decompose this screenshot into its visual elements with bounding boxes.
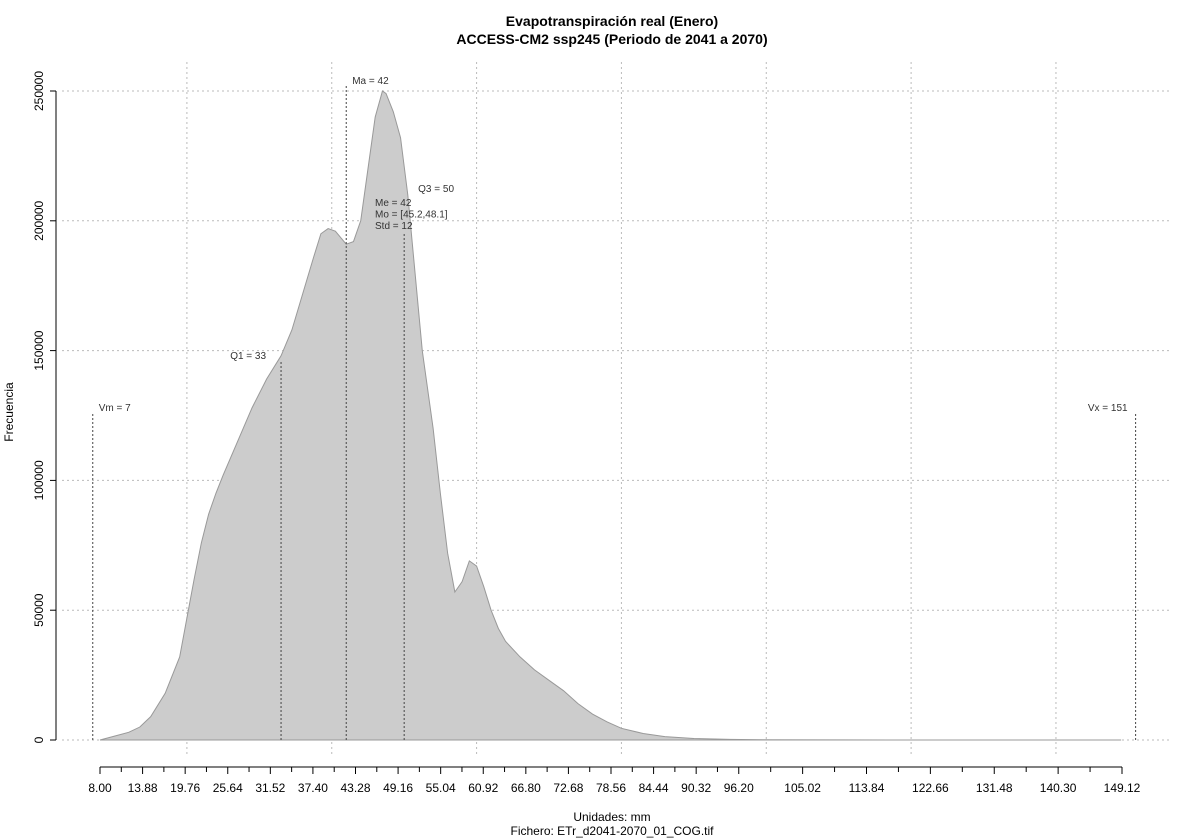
annotation-label: Vx = 151 — [1088, 403, 1128, 414]
x-tick-label: 149.12 — [1104, 781, 1141, 795]
annotation-label: Vm = 7 — [99, 403, 131, 414]
x-tick-label: 140.30 — [1040, 781, 1077, 795]
x-tick-label: 8.00 — [88, 781, 112, 795]
x-tick-label: 43.28 — [340, 781, 370, 795]
x-tick-label: 84.44 — [639, 781, 669, 795]
x-axis-label: Unidades: mm — [573, 810, 650, 824]
x-tick-label: 90.32 — [681, 781, 711, 795]
x-tick-label: 96.20 — [724, 781, 754, 795]
y-axis-label: Frecuencia — [2, 382, 16, 442]
stat-label: Std = 12 — [375, 221, 413, 232]
x-tick-label: 49.16 — [383, 781, 413, 795]
y-tick-label: 150000 — [32, 330, 46, 370]
x-tick-label: 37.40 — [298, 781, 328, 795]
x-tick-label: 31.52 — [255, 781, 285, 795]
x-tick-label: 78.56 — [596, 781, 626, 795]
y-tick-label: 0 — [32, 736, 46, 743]
x-tick-label: 55.04 — [426, 781, 456, 795]
x-tick-label: 19.76 — [170, 781, 200, 795]
caption: Fichero: ETr_d2041-2070_01_COG.tif — [511, 824, 715, 838]
x-tick-label: 25.64 — [213, 781, 243, 795]
x-tick-label: 60.92 — [468, 781, 498, 795]
chart-title: Evapotranspiración real (Enero) — [506, 13, 718, 29]
x-tick-label: 131.48 — [976, 781, 1013, 795]
y-tick-label: 200000 — [32, 200, 46, 240]
annotation-label: Q1 = 33 — [230, 351, 266, 362]
density-area — [99, 90, 1122, 741]
x-tick-label: 72.68 — [553, 781, 583, 795]
y-tick-label: 100000 — [32, 460, 46, 500]
annotation-label: Q3 = 50 — [418, 184, 454, 195]
x-tick-label: 66.80 — [511, 781, 541, 795]
x-tick-label: 13.88 — [128, 781, 158, 795]
y-tick-label: 50000 — [32, 593, 46, 627]
x-tick-label: 105.02 — [784, 781, 821, 795]
chart-subtitle: ACCESS-CM2 ssp245 (Periodo de 2041 a 207… — [456, 31, 767, 47]
stat-label: Me = 42 — [375, 198, 412, 209]
annotation-label: Ma = 42 — [352, 76, 389, 87]
stat-label: Mo = [45.2,48.1] — [375, 210, 448, 221]
y-tick-label: 250000 — [32, 71, 46, 111]
x-tick-label: 113.84 — [849, 781, 885, 795]
x-tick-label: 122.66 — [912, 781, 949, 795]
